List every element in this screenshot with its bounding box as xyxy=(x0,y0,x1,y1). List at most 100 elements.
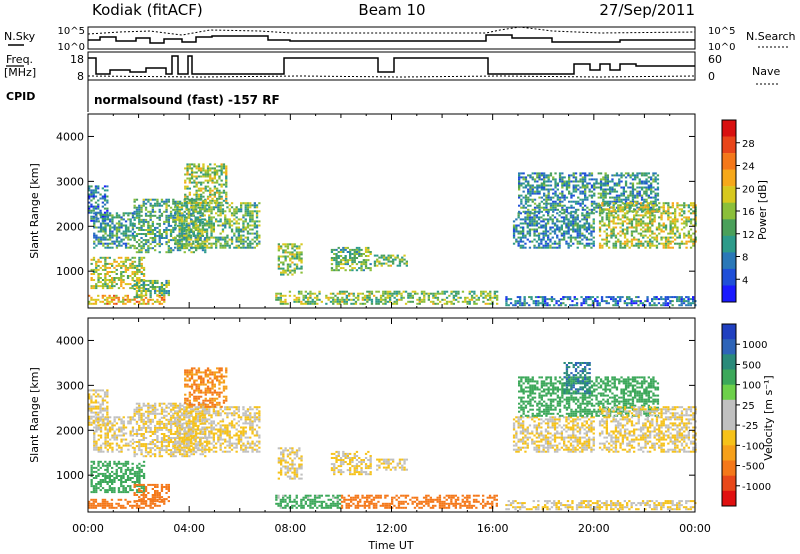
data-cell xyxy=(90,277,93,279)
data-cell xyxy=(244,226,247,229)
data-cell xyxy=(547,234,550,237)
data-cell xyxy=(518,188,521,191)
data-cell xyxy=(183,218,186,221)
data-cell xyxy=(190,175,194,178)
data-cell xyxy=(99,460,102,463)
data-cell xyxy=(613,196,616,199)
data-cell xyxy=(612,298,615,301)
data-cell xyxy=(286,251,290,254)
data-cell xyxy=(685,220,688,223)
data-cell xyxy=(144,212,148,215)
data-cell xyxy=(652,196,655,199)
data-cell xyxy=(122,296,125,299)
data-cell xyxy=(537,304,540,307)
data-cell xyxy=(129,283,132,286)
data-cell xyxy=(144,243,148,246)
data-cell xyxy=(648,302,651,305)
data-cell xyxy=(647,188,650,191)
data-cell xyxy=(655,296,658,299)
data-cell xyxy=(552,176,555,179)
data-cell xyxy=(255,210,259,213)
data-cell xyxy=(109,444,112,447)
data-cell xyxy=(581,190,584,193)
data-cell xyxy=(160,282,164,284)
data-cell xyxy=(608,210,611,213)
data-cell xyxy=(210,216,213,219)
data-cell xyxy=(547,208,550,211)
data-cell xyxy=(151,231,154,233)
data-cell xyxy=(225,185,228,188)
data-cell xyxy=(174,212,177,215)
data-cell xyxy=(515,224,518,227)
data-cell xyxy=(543,202,546,205)
data-cell xyxy=(654,192,657,195)
data-cell xyxy=(135,504,139,507)
data-cell xyxy=(650,176,653,179)
data-cell xyxy=(602,178,605,181)
data-cell xyxy=(560,226,563,229)
data-cell xyxy=(569,234,573,237)
data-cell xyxy=(574,218,577,221)
data-cell xyxy=(646,226,649,229)
data-cell xyxy=(117,296,120,299)
data-cell xyxy=(126,298,129,301)
data-cell xyxy=(108,506,111,509)
data-cell xyxy=(603,204,606,207)
data-cell xyxy=(587,296,590,299)
data-cell xyxy=(391,294,394,297)
colorbar-segment xyxy=(722,268,736,286)
data-cell xyxy=(293,271,296,274)
data-cell xyxy=(131,298,134,301)
data-cell xyxy=(635,224,638,227)
data-cell xyxy=(569,212,573,215)
data-cell xyxy=(224,240,227,243)
colorbar-segment xyxy=(722,202,736,220)
data-cell xyxy=(235,246,238,249)
data-cell xyxy=(220,197,223,200)
data-cell xyxy=(106,209,109,212)
data-cell xyxy=(211,193,214,196)
data-cell xyxy=(298,253,301,256)
data-cell xyxy=(554,204,557,207)
data-cell xyxy=(111,226,114,229)
data-cell xyxy=(655,234,659,237)
data-cell xyxy=(411,300,414,303)
data-cell xyxy=(604,202,607,205)
data-cell xyxy=(655,204,659,207)
data-cell xyxy=(183,204,186,207)
data-cell xyxy=(559,298,563,301)
data-cell xyxy=(361,296,364,299)
data-cell xyxy=(122,489,125,492)
data-cell xyxy=(636,206,639,209)
data-cell xyxy=(348,298,351,301)
data-cell xyxy=(97,273,100,275)
data-cell xyxy=(669,220,672,223)
data-cell xyxy=(569,236,573,239)
data-cell xyxy=(480,294,483,297)
data-cell xyxy=(640,180,644,183)
data-cell xyxy=(163,292,166,295)
data-cell xyxy=(93,442,96,445)
data-cell xyxy=(680,204,684,207)
data-cell xyxy=(572,200,575,203)
data-cell xyxy=(558,214,561,217)
data-cell xyxy=(651,304,654,307)
data-cell xyxy=(138,498,141,501)
data-cell xyxy=(536,172,539,175)
data-cell xyxy=(298,255,301,258)
data-cell xyxy=(135,241,139,244)
data-cell xyxy=(280,255,283,258)
data-cell xyxy=(653,204,656,207)
data-cell xyxy=(602,200,605,203)
data-cell xyxy=(536,186,539,189)
data-cell xyxy=(585,222,588,225)
data-cell xyxy=(662,242,665,245)
data-cell xyxy=(201,206,205,209)
data-cell xyxy=(147,300,150,303)
data-cell xyxy=(133,224,136,227)
data-cell xyxy=(106,201,109,204)
data-cell xyxy=(563,182,566,185)
data-cell xyxy=(255,204,259,207)
data-cell xyxy=(560,228,563,231)
data-cell xyxy=(630,244,634,247)
